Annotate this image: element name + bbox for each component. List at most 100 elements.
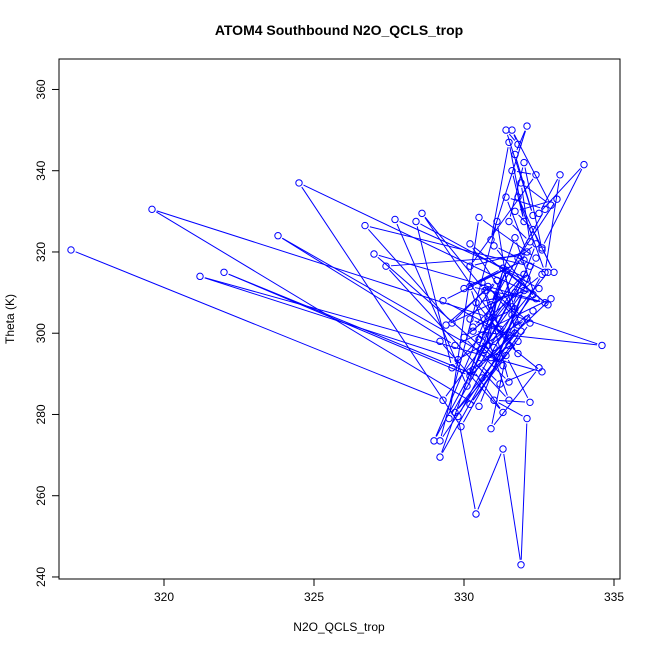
data-point: [490, 313, 498, 321]
data-point: [148, 205, 156, 214]
series-segment: [540, 178, 559, 210]
data-point: [511, 150, 519, 159]
series-segment: [204, 277, 454, 359]
series-segment: [449, 283, 494, 323]
data-point: [391, 215, 399, 224]
y-tick-label: 240: [34, 567, 48, 587]
series-segment: [543, 168, 583, 244]
data-point: [499, 408, 507, 417]
data-point: [544, 301, 552, 309]
data-point: [436, 337, 444, 346]
series-segment: [491, 147, 509, 235]
series-segment: [477, 453, 502, 510]
y-axis-label: Theta (K): [3, 294, 17, 344]
y-tick-label: 260: [34, 485, 48, 505]
data-point: [382, 262, 390, 270]
data-point: [556, 171, 564, 179]
data-point: [490, 343, 498, 352]
data-point: [475, 359, 483, 368]
data-point: [517, 327, 525, 335]
data-point: [550, 268, 558, 276]
data-point: [532, 294, 540, 303]
plot-frame: [58, 58, 621, 580]
data-point: [541, 205, 549, 214]
data-point: [529, 225, 537, 234]
data-point: [475, 213, 483, 222]
series-segment: [521, 187, 530, 237]
data-point: [478, 278, 486, 287]
x-tick-label: 325: [304, 590, 324, 604]
data-point: [532, 240, 540, 248]
data-point: [535, 284, 543, 293]
data-point: [511, 234, 519, 242]
data-point: [541, 268, 549, 276]
series-segment: [449, 222, 479, 414]
data-point: [505, 331, 513, 339]
series-segment: [399, 221, 523, 277]
series-segment: [485, 285, 527, 321]
data-point: [442, 321, 450, 329]
data-point: [490, 242, 498, 250]
data-point: [535, 364, 543, 372]
series-segment: [510, 198, 541, 209]
data-point: [487, 424, 495, 433]
data-point: [526, 398, 534, 406]
data-point: [514, 321, 522, 329]
series-segment: [518, 214, 530, 227]
data-point: [451, 341, 459, 350]
series-segment: [485, 301, 497, 345]
data-point: [538, 246, 546, 254]
series-segment: [435, 278, 523, 437]
data-point: [484, 341, 492, 350]
data-point: [598, 341, 606, 350]
data-point: [496, 380, 504, 388]
data-point: [274, 232, 282, 240]
data-point: [460, 333, 468, 341]
data-point: [520, 256, 528, 264]
series-points: [67, 122, 606, 569]
series-segment: [447, 302, 505, 334]
series-segment: [474, 296, 514, 366]
data-point: [502, 351, 510, 360]
data-point: [505, 138, 513, 146]
chart-title: ATOM4 Southbound N2O_QCLS_trop: [215, 22, 463, 38]
series-segment: [472, 284, 495, 316]
series-segment: [504, 369, 535, 383]
series-segment: [474, 320, 505, 334]
data-point: [439, 396, 447, 404]
series-segment: [390, 255, 517, 267]
series-segment: [441, 278, 541, 454]
y-tick-label: 300: [34, 323, 48, 343]
series-segment: [389, 269, 506, 397]
data-point: [454, 355, 462, 364]
series-segment: [451, 333, 498, 415]
data-point: [508, 167, 516, 175]
series-segment: [488, 313, 530, 347]
data-point: [517, 561, 525, 569]
data-point: [505, 217, 513, 226]
data-point: [412, 217, 420, 226]
data-point: [526, 319, 534, 327]
data-point: [547, 201, 555, 209]
data-point: [493, 217, 501, 226]
data-point: [532, 171, 540, 179]
data-point: [361, 221, 369, 230]
series-segment: [367, 228, 450, 320]
series-segment: [450, 294, 511, 324]
data-point: [505, 378, 513, 386]
series-segment: [503, 453, 521, 560]
data-point: [436, 437, 444, 445]
data-point: [523, 248, 531, 256]
data-point: [535, 209, 543, 218]
series-segment: [524, 185, 548, 203]
data-point: [370, 250, 378, 258]
series-segment: [228, 273, 466, 375]
series-segment: [516, 130, 526, 151]
series-segment: [507, 134, 532, 211]
data-point: [523, 414, 531, 423]
data-point: [196, 272, 204, 281]
series-lines: [75, 130, 598, 560]
series-segment: [441, 301, 496, 453]
data-point: [475, 402, 483, 411]
series-segment: [545, 179, 560, 268]
